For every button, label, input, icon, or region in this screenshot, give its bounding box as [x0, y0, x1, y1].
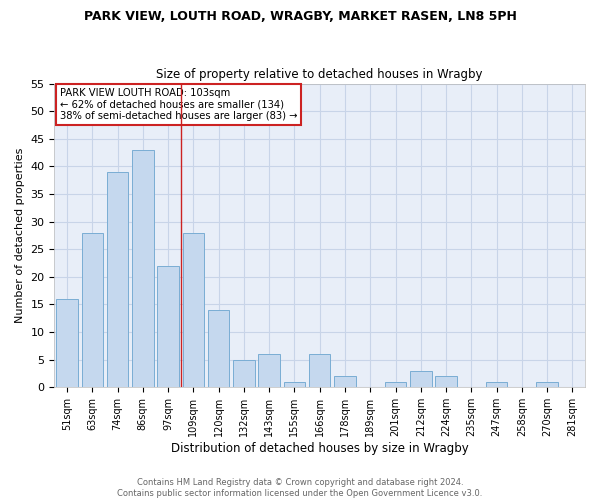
Text: Contains HM Land Registry data © Crown copyright and database right 2024.
Contai: Contains HM Land Registry data © Crown c…	[118, 478, 482, 498]
Bar	[284, 382, 305, 388]
Bar	[208, 310, 229, 388]
Bar	[56, 299, 78, 388]
Bar	[182, 232, 204, 388]
Bar	[385, 382, 406, 388]
Bar	[132, 150, 154, 388]
Bar	[410, 371, 431, 388]
Bar	[334, 376, 356, 388]
Bar	[107, 172, 128, 388]
X-axis label: Distribution of detached houses by size in Wragby: Distribution of detached houses by size …	[171, 442, 469, 455]
Bar	[536, 382, 558, 388]
Y-axis label: Number of detached properties: Number of detached properties	[15, 148, 25, 323]
Bar	[157, 266, 179, 388]
Bar	[486, 382, 508, 388]
Bar	[259, 354, 280, 388]
Title: Size of property relative to detached houses in Wragby: Size of property relative to detached ho…	[157, 68, 483, 81]
Bar	[435, 376, 457, 388]
Bar	[309, 354, 331, 388]
Bar	[82, 232, 103, 388]
Text: PARK VIEW, LOUTH ROAD, WRAGBY, MARKET RASEN, LN8 5PH: PARK VIEW, LOUTH ROAD, WRAGBY, MARKET RA…	[83, 10, 517, 23]
Bar	[233, 360, 254, 388]
Text: PARK VIEW LOUTH ROAD: 103sqm
← 62% of detached houses are smaller (134)
38% of s: PARK VIEW LOUTH ROAD: 103sqm ← 62% of de…	[60, 88, 297, 122]
